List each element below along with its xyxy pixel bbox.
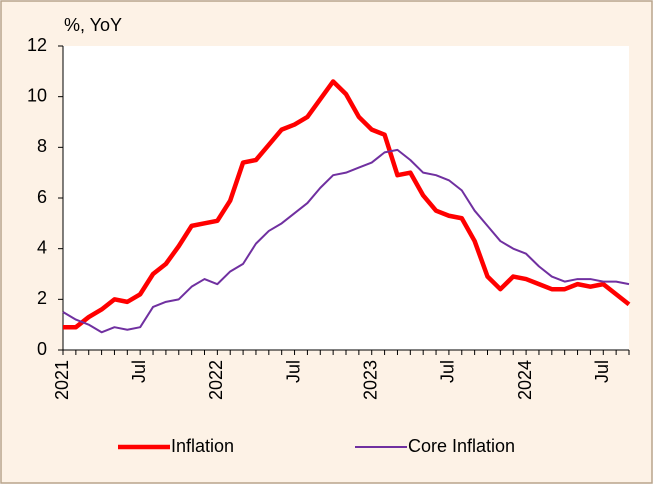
x-tick-label: Jul bbox=[283, 360, 303, 383]
y-tick-label: 10 bbox=[27, 85, 47, 105]
y-axis-label: %, YoY bbox=[64, 15, 122, 35]
y-tick-label: 6 bbox=[37, 187, 47, 207]
x-tick-label: 2024 bbox=[515, 360, 535, 400]
y-tick-label: 4 bbox=[37, 237, 47, 257]
legend-label: Inflation bbox=[171, 436, 234, 456]
y-tick-label: 2 bbox=[37, 288, 47, 308]
y-tick-label: 8 bbox=[37, 136, 47, 156]
series-line bbox=[63, 79, 631, 330]
series-line bbox=[62, 148, 630, 334]
x-tick-label: Jul bbox=[592, 360, 612, 383]
x-tick-label: 2021 bbox=[52, 360, 72, 400]
y-tick-label: 12 bbox=[27, 35, 47, 55]
x-tick-label: 2023 bbox=[360, 360, 380, 400]
x-tick-label: Jul bbox=[438, 360, 458, 383]
legend-label: Core Inflation bbox=[408, 436, 515, 456]
y-tick-label: 0 bbox=[37, 339, 47, 359]
x-tick-label: 2022 bbox=[206, 360, 226, 400]
x-tick-label: Jul bbox=[129, 360, 149, 383]
